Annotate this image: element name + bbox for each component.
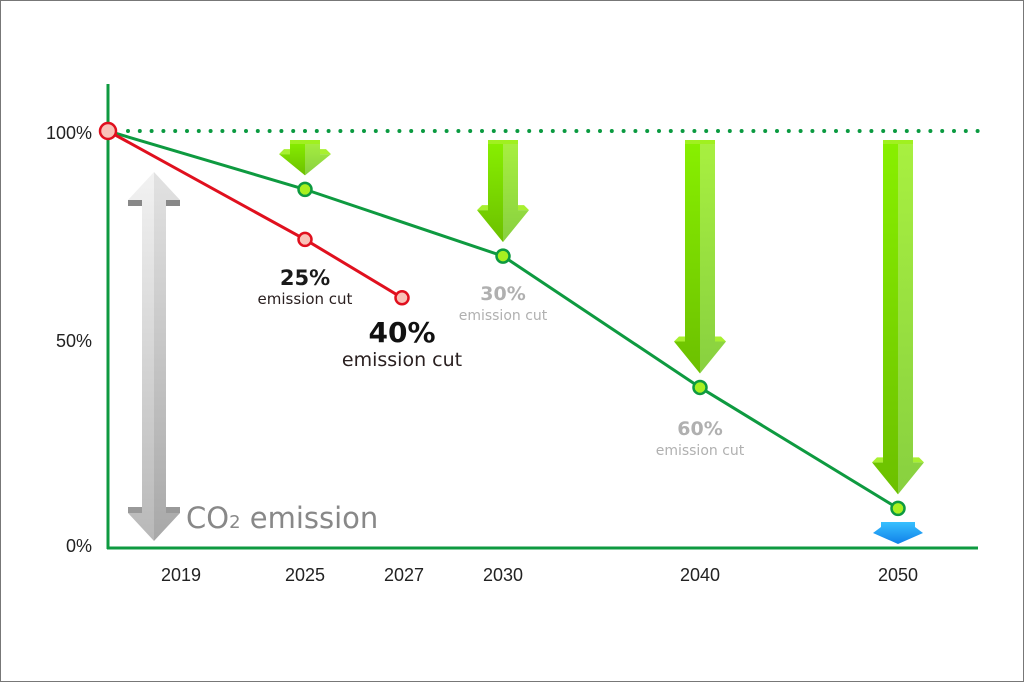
annotation-60-pct: 60%	[677, 418, 722, 440]
data-point-green-path	[495, 248, 511, 264]
co2-label-rest: emission	[241, 501, 379, 535]
co2-arrow-notch	[128, 200, 142, 206]
annotation-25-pct: 25%	[280, 266, 330, 290]
down-arrow-right-half	[898, 140, 924, 495]
annotation-25-text: emission cut	[258, 290, 353, 308]
annotation-60-text: emission cut	[656, 443, 745, 459]
y-tick-label: 50%	[56, 331, 92, 351]
down-arrow-right-half	[700, 140, 726, 374]
down-arrow-icon	[674, 140, 726, 374]
down-arrow-left-half	[674, 140, 700, 374]
down-arrow-cap	[883, 140, 913, 144]
down-arrow-shoulder	[279, 149, 290, 155]
x-tick-label: 2030	[483, 565, 523, 585]
down-arrow-right-half	[503, 140, 529, 243]
down-arrow-icon	[477, 140, 529, 243]
y-tick-label: 0%	[66, 536, 92, 556]
annotation-30-pct: 30%	[480, 283, 525, 305]
x-tick-label: 2019	[161, 565, 201, 585]
down-arrow-left-half	[477, 140, 503, 243]
annotation-30-text: emission cut	[459, 308, 548, 324]
down-arrow-shoulder	[715, 336, 726, 342]
data-point-red-path	[98, 121, 118, 141]
data-point-green-path	[890, 500, 906, 517]
co2-double-arrow-icon	[128, 172, 180, 541]
down-arrow-shoulder	[674, 336, 685, 342]
co2-arrow-notch	[166, 200, 180, 206]
co2-arrow-left-half	[128, 172, 154, 541]
co2-emission-label: CO2 emission	[186, 501, 378, 535]
down-arrow-left-half	[872, 140, 898, 495]
x-tick-label: 2050	[878, 565, 918, 585]
down-arrow-icon	[872, 140, 924, 495]
down-arrow-shoulder	[518, 205, 529, 211]
zero-marker-arrow-icon	[873, 522, 923, 544]
down-arrow-shoulder	[913, 457, 924, 463]
down-arrow-shoulder	[320, 149, 331, 155]
data-point-green-path	[692, 379, 708, 396]
down-arrow-right-half	[305, 140, 331, 176]
x-tick-label: 2040	[680, 565, 720, 585]
co2-arrow-notch	[128, 507, 142, 513]
down-arrow-cap	[685, 140, 715, 144]
co2-arrow-right-half	[154, 172, 180, 541]
down-arrow-cap	[290, 140, 320, 144]
annotation-40-pct: 40%	[368, 316, 435, 349]
down-arrow-icon	[279, 140, 331, 176]
down-arrow-shoulder	[477, 205, 488, 211]
zero-marker-shape	[873, 522, 923, 544]
data-point-green-path	[297, 181, 313, 198]
annotation-40-text: emission cut	[342, 349, 462, 371]
x-tick-label: 2027	[384, 565, 424, 585]
co2-arrow-notch	[166, 507, 180, 513]
data-point-red-path	[297, 231, 313, 248]
down-arrow-left-half	[279, 140, 305, 176]
data-point-red-path	[394, 290, 410, 306]
down-arrow-shoulder	[872, 457, 883, 463]
co2-label-subscript: 2	[229, 512, 240, 533]
x-tick-label: 2025	[285, 565, 325, 585]
down-arrow-cap	[488, 140, 518, 144]
y-tick-label: 100%	[46, 123, 92, 143]
co2-label-main: CO	[186, 501, 229, 535]
